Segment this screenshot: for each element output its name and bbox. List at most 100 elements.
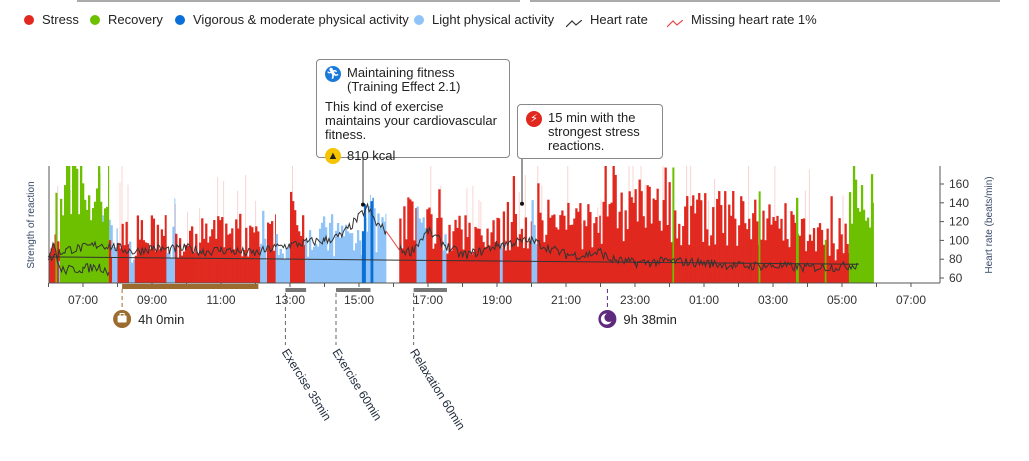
stress-bar xyxy=(704,193,707,283)
stress-bar xyxy=(460,229,463,283)
stress-bar xyxy=(814,251,818,283)
light-bar xyxy=(442,250,445,283)
light-bar xyxy=(360,255,363,283)
stress-bar xyxy=(148,248,152,283)
hr-tick-label: 80 xyxy=(949,252,963,266)
stress-bar xyxy=(290,191,293,283)
stress-bar xyxy=(836,249,839,283)
x-tick-label: 17:00 xyxy=(413,293,443,307)
recovery-bar xyxy=(88,195,91,283)
stress-bar xyxy=(692,195,695,283)
legend-item-missing-heart-rate-1-[interactable]: Missing heart rate 1% xyxy=(666,12,817,27)
stress-bar xyxy=(185,244,188,283)
legend-item-vigorous-moderate-physical-activity[interactable]: Vigorous & moderate physical activity xyxy=(175,12,409,27)
stress-bar xyxy=(413,240,416,283)
stress-bar xyxy=(654,199,657,283)
stress-bar xyxy=(464,215,467,283)
stress-bar xyxy=(117,242,120,283)
stress-bar xyxy=(569,225,572,283)
light-bar xyxy=(350,233,354,283)
stress-bar xyxy=(776,215,779,283)
legend-item-stress[interactable]: Stress xyxy=(24,12,79,27)
stress-bar xyxy=(156,224,160,283)
stress-bar xyxy=(656,188,659,283)
hr-tick-label: 60 xyxy=(949,271,963,285)
stress-bar xyxy=(764,240,767,283)
legend-item-heart-rate[interactable]: Heart rate xyxy=(565,12,648,27)
stress-bar xyxy=(121,223,124,283)
stress-bar xyxy=(197,254,200,283)
stress-bar xyxy=(50,248,53,283)
vigorous-bar xyxy=(372,197,374,283)
stress-bar xyxy=(446,253,449,283)
stress-bar xyxy=(524,217,528,283)
recovery-bar xyxy=(870,174,874,283)
recovery-bar xyxy=(858,211,862,283)
activity-label: Exercise 35min xyxy=(279,346,334,423)
stress-bar xyxy=(798,235,802,283)
light-bar xyxy=(420,222,423,283)
light-bar xyxy=(306,256,310,283)
legend-item-light-physical-activity[interactable]: Light physical activity xyxy=(414,12,554,27)
recovery-bar xyxy=(852,166,856,283)
stress-bar xyxy=(237,228,240,283)
heart-rate-line xyxy=(48,202,387,262)
recovery-bar xyxy=(74,166,77,283)
stress-bar xyxy=(183,251,186,283)
light-bar xyxy=(110,225,113,283)
stress-bar xyxy=(557,229,560,283)
bar-peak xyxy=(119,182,121,283)
stress-bar xyxy=(482,242,485,283)
x-tick-label: 03:00 xyxy=(758,293,788,307)
stress-bar xyxy=(816,227,820,283)
light-bar xyxy=(535,243,538,283)
stress-bar xyxy=(752,213,755,283)
stress-bar xyxy=(520,228,524,283)
legend-label: Missing heart rate 1% xyxy=(691,12,817,27)
tooltip-kcal: 810 kcal xyxy=(347,148,396,163)
stress-bar xyxy=(658,220,661,283)
legend-item-recovery[interactable]: Recovery xyxy=(90,12,163,27)
stress-bar xyxy=(714,244,717,283)
stress-bar xyxy=(436,218,439,283)
stress-bar xyxy=(740,196,743,283)
stress-bar xyxy=(231,228,234,283)
stress-bar xyxy=(526,248,530,283)
stress-bar xyxy=(718,191,721,283)
stress-bar xyxy=(110,257,113,283)
stress-bar xyxy=(597,232,600,283)
stress-bar xyxy=(800,218,804,283)
stress-bar xyxy=(304,245,306,283)
stress-bar xyxy=(738,225,741,283)
activity-bar xyxy=(413,288,447,292)
work-period-bar xyxy=(122,284,259,289)
stress-bar xyxy=(766,218,769,283)
stress-bar xyxy=(612,166,615,283)
stress-bar xyxy=(514,214,518,283)
stress-bar xyxy=(780,218,783,283)
stress-tooltip: ⚡︎ 15 min with the strongest stress reac… xyxy=(517,104,663,159)
stress-bar xyxy=(602,201,605,283)
stress-bar xyxy=(506,201,510,283)
light-bar xyxy=(172,226,175,283)
light-bar xyxy=(281,253,284,283)
light-bar xyxy=(260,243,263,283)
tab-bar-right xyxy=(530,0,1000,2)
stress-bar xyxy=(794,222,797,283)
stress-bar xyxy=(742,201,745,283)
hr-tick-label: 160 xyxy=(949,177,969,191)
light-bar xyxy=(422,217,425,283)
hr-tick-label: 140 xyxy=(949,196,969,210)
recovery-bar xyxy=(104,208,107,283)
stress-bar xyxy=(199,242,202,283)
bar-peak xyxy=(842,195,844,283)
stress-bar xyxy=(492,220,495,283)
stress-bar xyxy=(405,239,408,283)
stress-bar xyxy=(696,199,699,283)
stress-bar xyxy=(54,234,56,283)
stress-bar xyxy=(259,246,261,283)
stress-bar xyxy=(462,249,465,283)
stress-bar xyxy=(792,214,795,283)
stress-bar xyxy=(600,243,603,283)
stress-bar xyxy=(119,248,122,283)
